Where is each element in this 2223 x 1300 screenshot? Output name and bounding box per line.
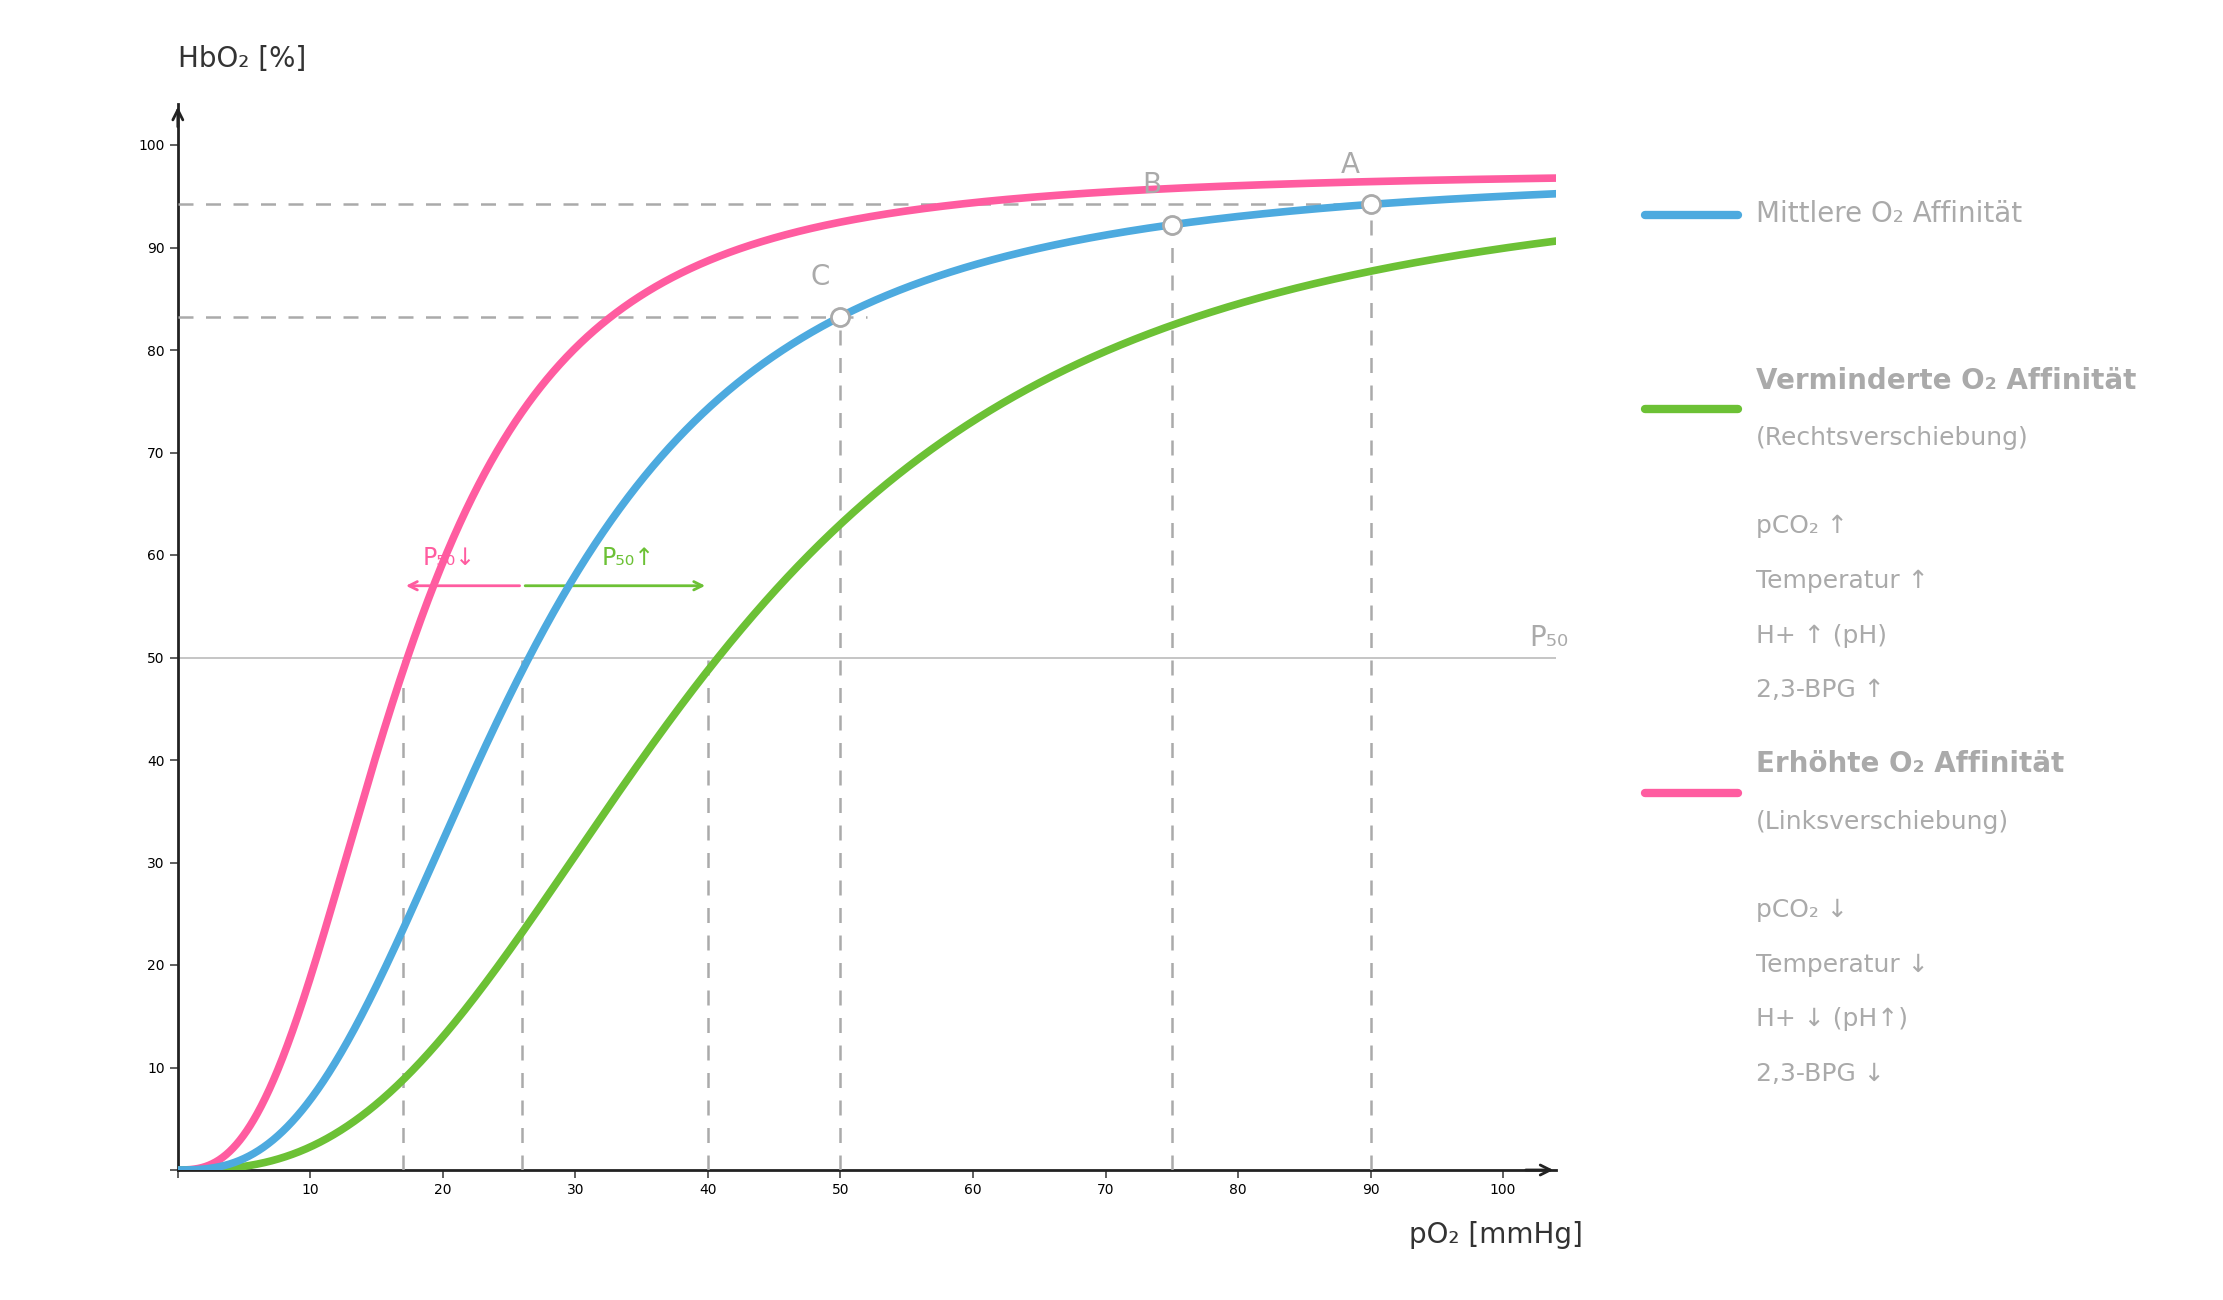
Text: HbO₂ [%]: HbO₂ [%]	[178, 46, 307, 73]
Text: B: B	[1143, 172, 1160, 199]
Text: H+ ↓ (pH↑): H+ ↓ (pH↑)	[1756, 1008, 1907, 1031]
Text: Mittlere O₂ Affinität: Mittlere O₂ Affinität	[1756, 200, 2023, 229]
Text: P₅₀: P₅₀	[1529, 624, 1569, 653]
Text: pCO₂ ↓: pCO₂ ↓	[1756, 898, 1847, 922]
Text: A: A	[1340, 151, 1360, 179]
Text: H+ ↑ (pH): H+ ↑ (pH)	[1756, 624, 1887, 647]
Text: P₅₀↓: P₅₀↓	[422, 546, 476, 571]
Text: (Linksverschiebung): (Linksverschiebung)	[1756, 810, 2010, 833]
Text: Verminderte O₂ Affinität: Verminderte O₂ Affinität	[1756, 367, 2136, 395]
Text: Temperatur ↓: Temperatur ↓	[1756, 953, 1930, 976]
Text: pO₂ [mmHg]: pO₂ [mmHg]	[1409, 1221, 1583, 1249]
Text: (Rechtsverschiebung): (Rechtsverschiebung)	[1756, 426, 2030, 450]
Text: Temperatur ↑: Temperatur ↑	[1756, 569, 1930, 593]
Text: 2,3-BPG ↑: 2,3-BPG ↑	[1756, 679, 1885, 702]
Text: 2,3-BPG ↓: 2,3-BPG ↓	[1756, 1062, 1885, 1086]
Text: pCO₂ ↑: pCO₂ ↑	[1756, 515, 1847, 538]
Text: P₅₀↑: P₅₀↑	[602, 546, 656, 571]
Text: C: C	[811, 263, 829, 291]
Text: Erhöhte O₂ Affinität: Erhöhte O₂ Affinität	[1756, 750, 2065, 779]
